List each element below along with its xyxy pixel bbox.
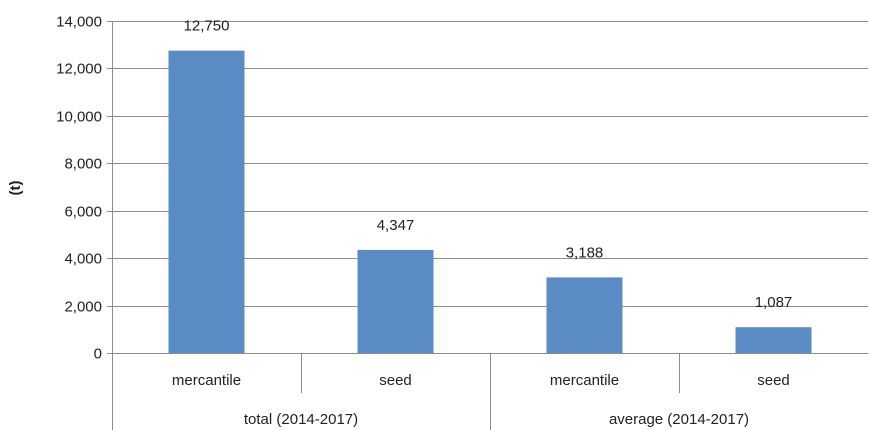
category-label: mercantile [550, 372, 619, 389]
y-axis-title: (t) [7, 181, 24, 196]
bar-3 [546, 277, 623, 353]
y-tick-label: 6,000 [64, 204, 102, 221]
data-label: 3,188 [566, 244, 604, 261]
category-label: mercantile [172, 372, 241, 389]
y-tick-label: 8,000 [64, 156, 102, 173]
data-labels: 12,750 4,347 3,188 1,087 [184, 18, 793, 312]
data-label: 1,087 [755, 294, 793, 311]
y-axis-ticks: 0 2,000 4,000 6,000 8,000 10,000 12,000 14,000 [56, 14, 112, 363]
category-label: seed [379, 372, 412, 389]
y-tick-label: 4,000 [64, 251, 102, 268]
y-tick-label: 2,000 [64, 299, 102, 316]
data-label: 12,750 [184, 18, 230, 35]
bar-1 [168, 50, 245, 354]
group-label: total (2014-2017) [244, 411, 358, 428]
group-label: average (2014-2017) [609, 411, 749, 428]
y-tick-label: 12,000 [56, 61, 102, 78]
bar-2 [357, 249, 434, 353]
y-tick-label: 10,000 [56, 109, 102, 126]
category-label: seed [757, 372, 790, 389]
bars [168, 50, 812, 354]
data-label: 4,347 [377, 217, 415, 234]
x-axis: mercantile seed mercantile seed total (2014-… [112, 21, 868, 430]
y-tick-label: 0 [94, 346, 102, 363]
y-tick-label: 14,000 [56, 14, 102, 31]
bar-4 [735, 327, 812, 353]
